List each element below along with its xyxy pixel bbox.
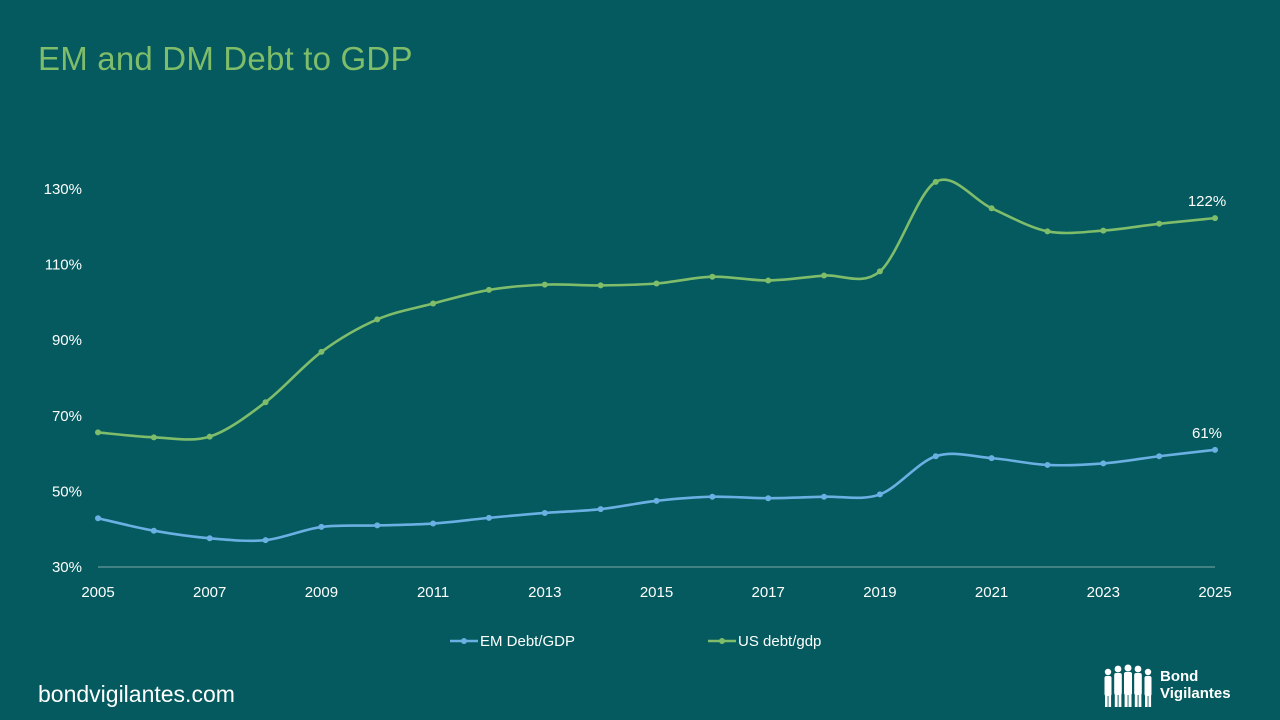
em-debt-gdp-end-label: 61% — [1192, 425, 1222, 442]
brand-line-1: Bond — [1160, 668, 1199, 685]
y-tick-label: 110% — [45, 257, 82, 274]
legend: EM Debt/GDP US debt/gdp — [450, 633, 821, 650]
us-debt-gdp-point — [1044, 228, 1051, 235]
y-tick-label: 50% — [52, 483, 82, 500]
x-tick-label: 2023 — [1087, 584, 1120, 601]
legend-us-debt-gdp-label: US debt/gdp — [738, 633, 821, 650]
x-tick-label: 2011 — [417, 584, 449, 601]
x-tick-label: 2005 — [81, 584, 114, 601]
em-debt-gdp-point — [374, 522, 381, 529]
x-tick-label: 2025 — [1198, 584, 1231, 601]
em-debt-gdp-point — [95, 515, 101, 522]
em-debt-gdp-point — [653, 497, 660, 504]
us-debt-gdp-point — [821, 272, 828, 279]
us-debt-gdp-point — [653, 280, 660, 287]
em-debt-gdp-point — [150, 527, 157, 534]
em-debt-gdp-point — [541, 509, 548, 516]
us-debt-gdp-point — [374, 316, 381, 323]
em-debt-gdp-point — [262, 537, 269, 544]
x-tick-label: 2013 — [528, 584, 561, 601]
us-debt-gdp-point — [150, 434, 157, 441]
em-debt-gdp-point — [709, 493, 716, 500]
legend-em-debt-gdp-label: EM Debt/GDP — [480, 633, 575, 650]
us-debt-gdp-point — [709, 273, 716, 280]
bond-vigilantes-logo: Bond Vigilantes — [1100, 662, 1260, 710]
us-debt-gdp-point — [318, 348, 325, 355]
us-debt-gdp-point — [765, 277, 772, 284]
y-tick-label: 30% — [52, 559, 82, 576]
x-tick-label: 2007 — [193, 584, 226, 601]
people-silhouette-icon — [1104, 664, 1152, 707]
us-debt-gdp-point — [1156, 220, 1163, 227]
em-debt-gdp-point — [932, 453, 939, 460]
em-debt-gdp-point — [765, 495, 772, 502]
label-layer: 61% 122% — [1188, 193, 1226, 442]
em-debt-gdp-point — [1156, 453, 1163, 460]
em-debt-gdp-point — [1100, 460, 1107, 467]
us-debt-gdp-point — [262, 399, 269, 406]
chart-title: EM and DM Debt to GDP — [38, 40, 413, 77]
em-debt-gdp-point — [821, 493, 828, 500]
em-debt-gdp-point — [1212, 446, 1218, 453]
em-debt-gdp-point — [318, 523, 325, 530]
brand-name: Bond Vigilantes — [1160, 668, 1231, 702]
us-debt-gdp-point — [876, 268, 883, 275]
x-tick-label: 2015 — [640, 584, 673, 601]
us-debt-gdp-point — [206, 433, 213, 440]
us-debt-gdp-point — [95, 429, 101, 436]
x-tick-label: 2009 — [305, 584, 338, 601]
us-debt-gdp-point — [1100, 227, 1107, 234]
legend-us-debt-gdp-marker — [719, 638, 725, 644]
em-debt-gdp-point — [206, 535, 213, 542]
x-tick-label: 2021 — [975, 584, 1008, 601]
x-tick-label: 2017 — [752, 584, 785, 601]
y-tick-label: 70% — [52, 408, 82, 425]
y-tick-label: 130% — [44, 181, 82, 198]
us-debt-gdp-point — [932, 178, 939, 185]
em-debt-gdp-point — [597, 506, 604, 513]
em-debt-gdp-point — [876, 491, 883, 498]
us-debt-gdp-point — [1212, 215, 1218, 222]
us-debt-gdp-point — [597, 282, 604, 289]
us-debt-gdp-point — [485, 286, 492, 293]
em-debt-gdp-point — [1044, 461, 1051, 468]
us-debt-gdp-point — [988, 205, 995, 212]
footer-url[interactable]: bondvigilantes.com — [38, 681, 235, 707]
brand-line-2: Vigilantes — [1160, 685, 1231, 702]
us-debt-gdp-point — [541, 281, 548, 288]
us-debt-gdp-end-label: 122% — [1188, 193, 1226, 210]
x-tick-label: 2019 — [863, 584, 896, 601]
em-debt-gdp-point — [485, 514, 492, 521]
y-tick-label: 90% — [52, 332, 82, 349]
series-layer — [95, 178, 1218, 544]
us-debt-gdp-point — [430, 300, 437, 307]
em-debt-gdp-point — [988, 455, 995, 462]
em-debt-gdp-point — [430, 520, 437, 527]
axis-layer: 30% 50% 70% 90% 110% 130% 2005 2007 2009 2011 2013… — [44, 181, 1232, 601]
legend-em-debt-gdp-marker — [461, 638, 467, 644]
